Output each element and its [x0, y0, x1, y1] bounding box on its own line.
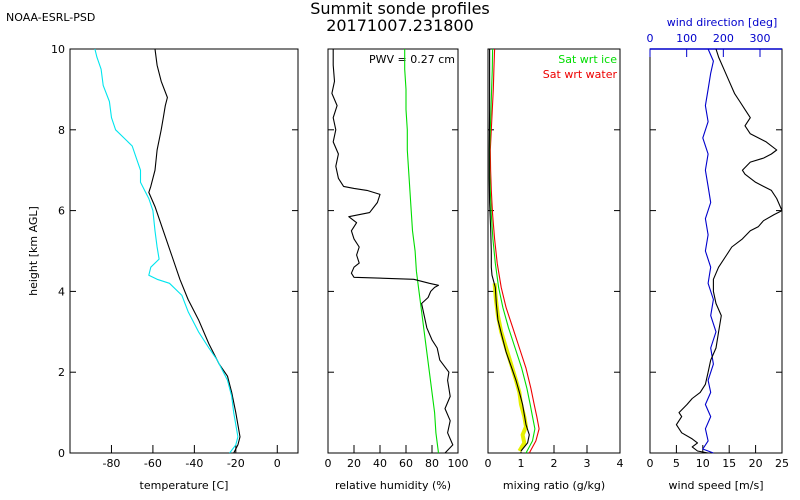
temperature-frame: [69, 48, 299, 454]
mixing-series-black: [488, 49, 530, 452]
temperature-ytick-label: 2: [58, 366, 65, 379]
humidity-frame: [327, 48, 459, 454]
wind-xtick-label: 5: [673, 457, 680, 470]
wind-xlabel: wind speed [m/s]: [669, 479, 764, 492]
humidity-xtick-label: 100: [448, 457, 469, 470]
humidity-xlabel: relative humidity (%): [335, 479, 451, 492]
mixing-legend-item: Sat wrt water: [543, 68, 618, 81]
wind-xtick-label: 15: [722, 457, 736, 470]
mixing-xtick-label: 0: [485, 457, 492, 470]
temperature-ytick-label: 6: [58, 205, 65, 218]
humidity-panel: 0 20 40 60 80 100 relative humidity (%) PWV = 0…: [325, 48, 469, 492]
temperature-ytick-label: 0: [58, 447, 65, 460]
wind-xtick-label: 10: [696, 457, 710, 470]
temperature-xlabel: temperature [C]: [140, 479, 229, 492]
mixing-xtick-label: 4: [617, 457, 624, 470]
temperature-xtick-label: -80: [102, 457, 120, 470]
humidity-xtick-label: 20: [347, 457, 361, 470]
figure-title: Summit sonde profiles: [310, 0, 490, 18]
mixing-xtick-label: 2: [551, 457, 558, 470]
wind-top-tick-label: 300: [750, 32, 771, 45]
mixing-series-red: [489, 48, 540, 454]
mixing-legend-item: Sat wrt ice: [558, 53, 617, 66]
humidity-xtick-label: 60: [399, 457, 413, 470]
temperature-series-black: [148, 48, 241, 454]
wind-series-black: [675, 48, 783, 454]
temperature-xtick-label: -20: [227, 457, 245, 470]
temperature-series-cyan: [94, 48, 239, 454]
mixing-series-green: [489, 48, 536, 454]
temperature-ytick-label: 8: [58, 124, 65, 137]
temperature-panel: -80 -60 -40 -20 0 temperature [C] 0 2 4 6 8 10 heigh…: [27, 43, 299, 492]
figure-subtitle: 20171007.231800: [326, 16, 474, 35]
mixing-panel: 0 1 2 3 4 mixing ratio (g/kg) Sat wrt ice Sat w…: [485, 48, 624, 492]
humidity-series-black: [331, 49, 454, 454]
humidity-xtick-label: 80: [425, 457, 439, 470]
temperature-ytick-label: 4: [58, 285, 65, 298]
humidity-annotation: PWV = 0.27 cm: [369, 53, 455, 66]
wind-xtick-label: 20: [749, 457, 763, 470]
humidity-series-green: [404, 49, 440, 454]
wind-panel: 0 5 10 15 20 25 wind speed [m/s] 0 100 200 300 wind…: [647, 16, 790, 492]
wind-top-tick-label: 100: [676, 32, 697, 45]
wind-top-tick-label: 0: [647, 32, 654, 45]
temperature-ylabel: height [km AGL]: [27, 206, 40, 296]
humidity-xtick-label: 0: [325, 457, 332, 470]
org-label: NOAA-ESRL-PSD: [6, 11, 95, 24]
mixing-xlabel: mixing ratio (g/kg): [503, 479, 605, 492]
wind-top-tick-label: 200: [713, 32, 734, 45]
humidity-xtick-label: 40: [373, 457, 387, 470]
temperature-xtick-label: -60: [144, 457, 162, 470]
wind-series-blue: [702, 48, 717, 454]
wind-xtick-label: 25: [775, 457, 789, 470]
mixing-xtick-label: 3: [584, 457, 591, 470]
mixing-xtick-label: 1: [518, 457, 525, 470]
wind-xtick-label: 0: [647, 457, 654, 470]
mixing-frame: [487, 48, 621, 454]
temperature-xtick-label: 0: [274, 457, 281, 470]
temperature-ytick-label: 10: [51, 43, 65, 56]
wind-top-label: wind direction [deg]: [667, 16, 778, 29]
wind-frame: [649, 48, 783, 454]
temperature-xtick-label: -40: [185, 457, 203, 470]
